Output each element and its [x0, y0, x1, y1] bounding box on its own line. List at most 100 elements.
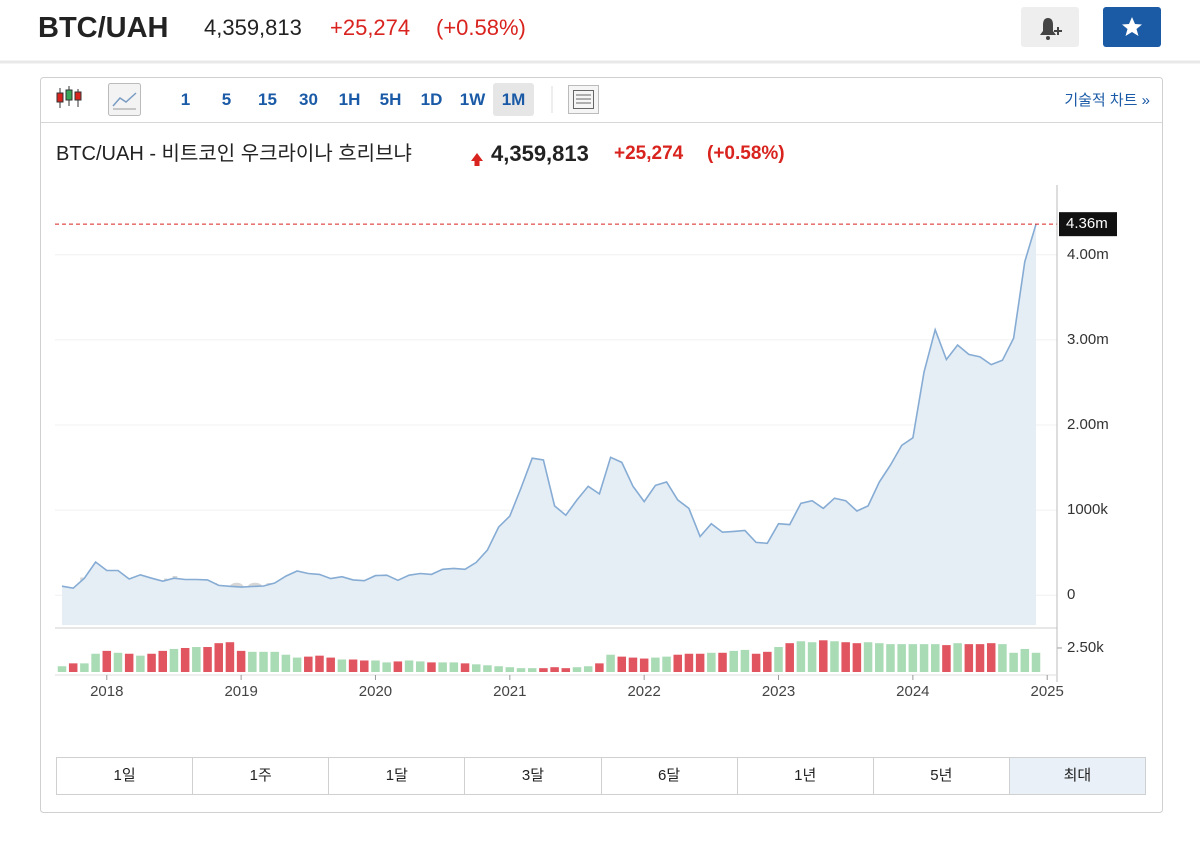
interval-button[interactable]: 1M [493, 83, 534, 116]
volume-bar [583, 666, 593, 672]
volume-bar [1020, 648, 1030, 672]
volume-bar [348, 659, 358, 672]
volume-bar [628, 657, 638, 672]
volume-bar [819, 640, 828, 672]
volume-bar [147, 653, 156, 672]
volume-bar [662, 656, 671, 672]
volume-bar [606, 654, 615, 672]
volume-bar [651, 657, 660, 672]
volume-bar [91, 653, 100, 672]
volume-bar [393, 661, 403, 672]
range-button[interactable]: 3달 [464, 758, 600, 794]
line-icon [108, 83, 141, 116]
volume-bar [1031, 652, 1041, 672]
volume-bar [695, 653, 705, 672]
volume-tick-label: 2.50k [1067, 639, 1104, 656]
volume-bar [292, 657, 302, 672]
range-button[interactable]: 최대 [1008, 758, 1145, 794]
volume-bar [930, 644, 940, 672]
volume-bar [673, 654, 683, 672]
interval-button[interactable]: 1 [180, 90, 191, 109]
range-button[interactable]: 5년 [872, 758, 1009, 794]
volume-bar [281, 654, 291, 672]
star-icon [1122, 17, 1142, 36]
range-button[interactable]: 1달 [328, 758, 464, 794]
volume-bar [169, 648, 179, 672]
volume-bar [203, 647, 212, 672]
volume-bar [102, 650, 112, 672]
chart-change: +25,274 [614, 143, 684, 164]
interval-button[interactable]: 15 [258, 90, 277, 109]
price: 4,359,813 [204, 15, 302, 40]
volume-bar [785, 643, 794, 672]
volume-bar [751, 653, 761, 672]
volume-bar [415, 661, 425, 672]
volume-bar [527, 668, 537, 672]
interval-button[interactable]: 1W [459, 90, 486, 109]
y-tick-label: 1000k [1067, 501, 1108, 518]
volume-bar [124, 653, 134, 672]
volume-bar [449, 662, 459, 672]
range-button[interactable]: 1년 [736, 758, 873, 794]
volume-bar [830, 641, 839, 672]
chart-name: BTC/UAH - 비트코인 우크라이나 흐리브냐 [56, 143, 412, 165]
volume-bar [897, 644, 906, 672]
chart-price: 4,359,813 [491, 141, 589, 166]
volume-bar [516, 668, 526, 672]
volume-bar [315, 655, 324, 672]
volume-bar [427, 662, 436, 672]
volume-bar [505, 667, 515, 672]
volume-bar [158, 650, 168, 672]
volume-bar [729, 650, 738, 672]
volume-bar [796, 641, 806, 672]
chart-change-percent: (+0.58%) [707, 143, 785, 164]
symbol: BTC/UAH [38, 12, 169, 44]
volume-bar [113, 652, 123, 672]
volume-bar [460, 663, 470, 672]
volume-bar [886, 644, 895, 672]
range-button[interactable]: 1일 [113, 767, 136, 784]
volume-bar [404, 660, 414, 672]
range-button[interactable]: 1주 [192, 758, 328, 794]
volume-bar [774, 647, 783, 672]
volume-bar [863, 642, 873, 672]
volume-bar [136, 655, 145, 672]
volume-bar [684, 653, 694, 672]
up-arrow [471, 153, 483, 166]
y-tick-label: 0 [1067, 586, 1075, 603]
volume-bar [337, 659, 347, 672]
volume-bar [438, 662, 447, 672]
volume-bar [471, 664, 481, 672]
volume-bar [807, 642, 817, 672]
area-fill [62, 224, 1036, 625]
interval-button[interactable]: 30 [299, 90, 318, 109]
volume-bar [617, 656, 627, 672]
volume-bar [550, 667, 559, 672]
volume-bar [718, 652, 727, 672]
x-tick-label: 2019 [224, 683, 257, 700]
technical-link[interactable]: 기술적 차트 » [1064, 92, 1150, 109]
interval-button[interactable]: 1H [338, 90, 361, 109]
volume-bar [259, 651, 268, 672]
y-tick-label: 4.00m [1067, 246, 1109, 263]
interval-button[interactable]: 1D [420, 90, 443, 109]
volume-bar [326, 657, 335, 672]
interval-button[interactable]: 5 [221, 90, 232, 109]
range-button[interactable]: 6달 [600, 758, 737, 794]
volume-bar [740, 649, 750, 672]
volume-bar [214, 643, 223, 672]
volume-bar [908, 644, 918, 672]
x-tick-label: 2021 [493, 683, 526, 700]
volume-bar [1009, 652, 1018, 672]
volume-bar [270, 651, 279, 672]
volume-bar [561, 668, 571, 672]
volume-bar [539, 668, 548, 672]
volume-bar [57, 666, 67, 672]
change-percent: (+0.58%) [436, 15, 526, 40]
bell-icon [1040, 18, 1062, 40]
interval-button[interactable]: 5H [379, 90, 402, 109]
volume-bar [875, 643, 884, 672]
x-tick-label: 2022 [627, 683, 660, 700]
